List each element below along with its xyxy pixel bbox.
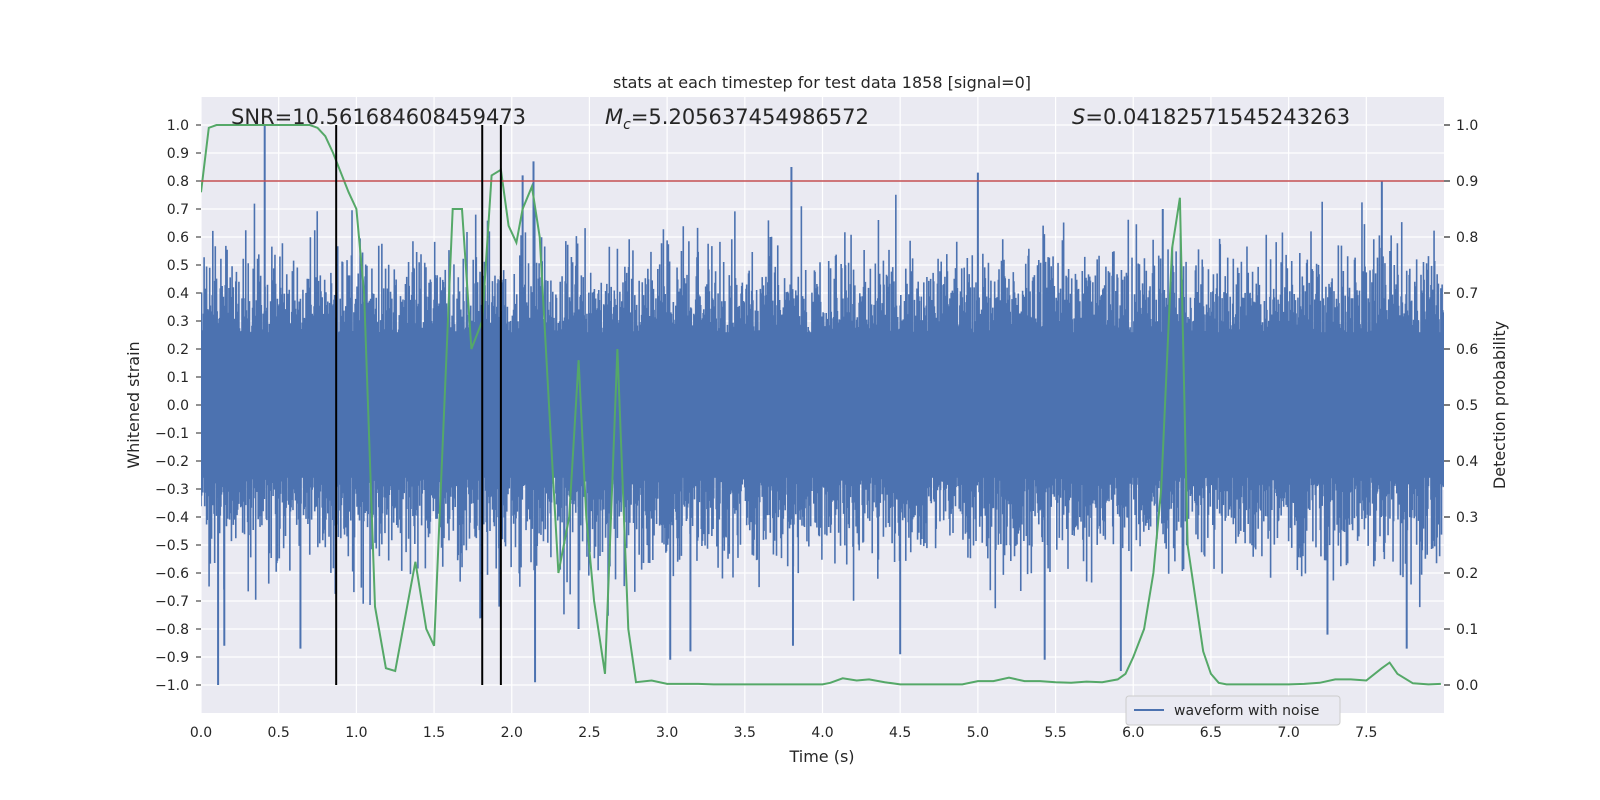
y-tick-label-right: 0.8 bbox=[1456, 230, 1478, 246]
y-tick-label-left: 0.1 bbox=[167, 370, 189, 386]
x-tick-label: 2.0 bbox=[501, 725, 523, 741]
y-tick-label-right: 0.7 bbox=[1456, 286, 1478, 302]
x-tick-label: 4.5 bbox=[889, 725, 911, 741]
mc-annotation: Mc=5.205637454986572 bbox=[605, 105, 869, 133]
probability-line bbox=[201, 124, 1441, 686]
waveform-core bbox=[201, 332, 1444, 478]
y-tick-label-left: 0.3 bbox=[167, 314, 189, 330]
x-tick-label: 5.5 bbox=[1044, 725, 1066, 741]
y-tick-label-left: −0.7 bbox=[155, 594, 189, 610]
y-tick-label-left: 0.7 bbox=[167, 202, 189, 218]
y-tick-label-left: −0.9 bbox=[155, 650, 189, 666]
y-tick-label-left: 0.4 bbox=[167, 286, 189, 302]
x-tick-label: 2.5 bbox=[578, 725, 600, 741]
y-tick-label-right: 0.9 bbox=[1456, 174, 1478, 190]
vertical-markers bbox=[335, 125, 502, 685]
s-symbol: S bbox=[1072, 105, 1085, 129]
y-tick-label-right: 0.4 bbox=[1456, 454, 1478, 470]
y-tick-label-right: 0.2 bbox=[1456, 566, 1478, 582]
y-tick-label-left: 0.0 bbox=[167, 398, 189, 414]
y-tick-label-left: −1.0 bbox=[155, 678, 189, 694]
x-tick-label: 1.5 bbox=[423, 725, 445, 741]
y-tick-label-left: 0.6 bbox=[167, 230, 189, 246]
x-tick-label: 6.5 bbox=[1200, 725, 1222, 741]
legend-entry: waveform with noise bbox=[1174, 703, 1319, 719]
x-tick-label: 6.0 bbox=[1122, 725, 1144, 741]
x-tick-label: 3.0 bbox=[656, 725, 678, 741]
x-tick-label: 0.0 bbox=[190, 725, 212, 741]
y-tick-label-left: 1.0 bbox=[167, 118, 189, 134]
y-tick-label-left: 0.9 bbox=[167, 146, 189, 162]
x-tick-label: 1.0 bbox=[345, 725, 367, 741]
y-axis-left-label: Whitened strain bbox=[124, 341, 143, 468]
y-tick-label-left: −0.8 bbox=[155, 622, 189, 638]
legend-box bbox=[1125, 695, 1341, 726]
s-value: =0.041825715452432​63 bbox=[1085, 105, 1350, 129]
legend: waveform with noise bbox=[1125, 695, 1341, 726]
x-tick-label: 7.5 bbox=[1355, 725, 1377, 741]
y-tick-label-left: −0.2 bbox=[155, 454, 189, 470]
y-tick-label-right: 0.3 bbox=[1456, 510, 1478, 526]
y-tick-label-left: 0.8 bbox=[167, 174, 189, 190]
y-tick-label-left: 0.2 bbox=[167, 342, 189, 358]
chart-title: stats at each timestep for test data 185… bbox=[613, 73, 1031, 92]
y-tick-label-left: 0.5 bbox=[167, 258, 189, 274]
y-tick-label-left: −0.6 bbox=[155, 566, 189, 582]
y-axis-right-ticks: 0.0 0.1 0.2 0.3 0.4 0.5 0.6 0.7 0.8 0.9 1.0 bbox=[1444, 118, 1478, 694]
y-tick-label-left: −0.4 bbox=[155, 510, 189, 526]
x-tick-label: 5.0 bbox=[967, 725, 989, 741]
mc-symbol: M bbox=[605, 105, 623, 129]
y-tick-label-left: −0.3 bbox=[155, 482, 189, 498]
y-tick-label-right: 0.5 bbox=[1456, 398, 1478, 414]
probability-series bbox=[201, 124, 1441, 686]
y-axis-left-ticks: −1.0 −0.9 −0.8 −0.7 −0.6 −0.5 −0.4 −0.3 −0.2 −0.1… bbox=[155, 118, 201, 694]
x-axis-ticks: 0.0 0.5 1.0 1.5 2.0 2.5 3.0 3.5 4.0 4.5 5.0 5.5 6.0 6… bbox=[190, 725, 1378, 741]
x-axis-label: Time (s) bbox=[788, 747, 854, 766]
x-tick-label: 7.0 bbox=[1277, 725, 1299, 741]
waveform-series bbox=[201, 125, 1444, 685]
y-tick-label-left: −0.1 bbox=[155, 426, 189, 442]
snr-annotation: SNR=10.561684608459473 bbox=[231, 105, 526, 129]
x-tick-label: 4.0 bbox=[811, 725, 833, 741]
mc-value: =5.205637454986572 bbox=[631, 105, 869, 129]
x-tick-label: 0.5 bbox=[268, 725, 290, 741]
y-axis-right-label: Detection probability bbox=[1490, 321, 1509, 489]
y-tick-label-right: 0.0 bbox=[1456, 678, 1478, 694]
s-annotation: S=0.041825715452432​63 bbox=[1072, 105, 1350, 129]
mc-subscript: c bbox=[623, 117, 631, 133]
x-tick-label: 3.5 bbox=[734, 725, 756, 741]
y-tick-label-right: 0.6 bbox=[1456, 342, 1478, 358]
y-tick-label-left: −0.5 bbox=[155, 538, 189, 554]
y-tick-label-right: 0.1 bbox=[1456, 622, 1478, 638]
y-tick-label-right: 1.0 bbox=[1456, 118, 1478, 134]
